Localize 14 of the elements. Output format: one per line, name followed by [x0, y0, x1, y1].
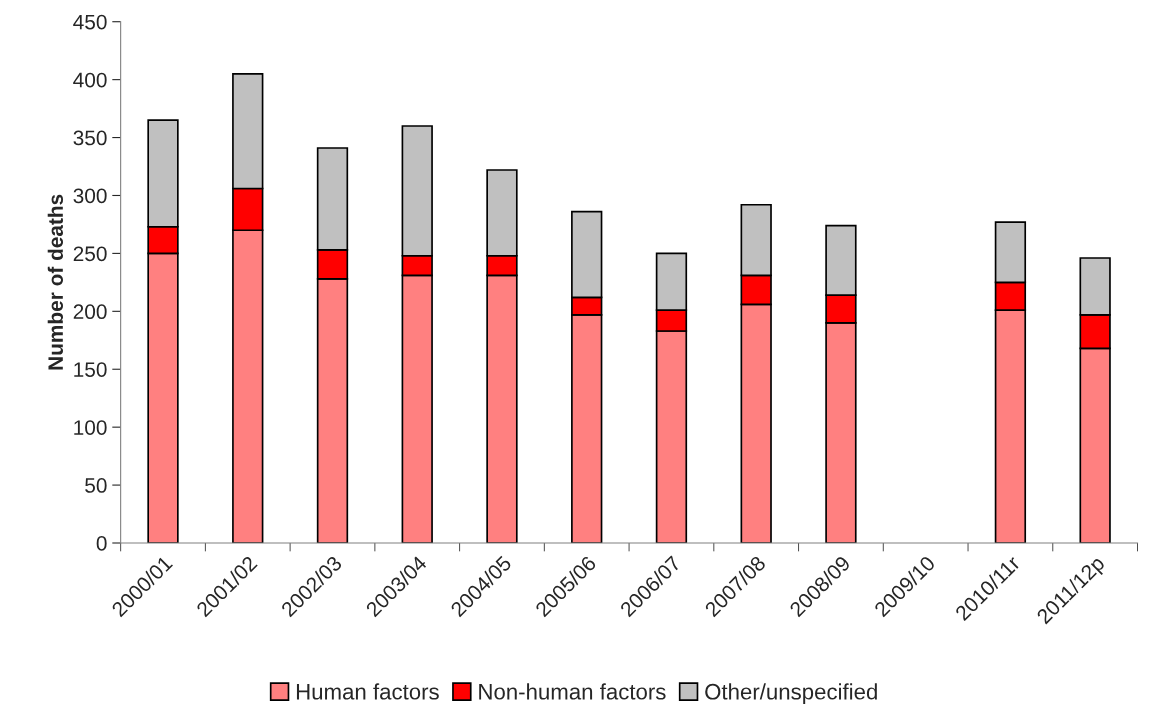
y-tick-label: 300: [73, 188, 107, 204]
y-tick-label: 0: [96, 536, 107, 551]
y-tick-label: 150: [74, 362, 107, 377]
y-tick-label: 400: [73, 72, 107, 88]
y-axis-title: Number of deaths: [47, 194, 64, 370]
y-tick-label: 200: [73, 304, 107, 320]
y-tick-label: 350: [73, 130, 107, 146]
y-tick-label: 450: [73, 14, 107, 30]
legend-label: Non-human factors: [479, 683, 666, 700]
legend-label: Other/unspecified: [705, 683, 877, 704]
y-tick-label: 250: [73, 246, 107, 262]
legend-label: Human factors: [296, 683, 439, 700]
y-tick-label: 50: [85, 478, 107, 493]
y-tick-label: 100: [74, 420, 107, 435]
